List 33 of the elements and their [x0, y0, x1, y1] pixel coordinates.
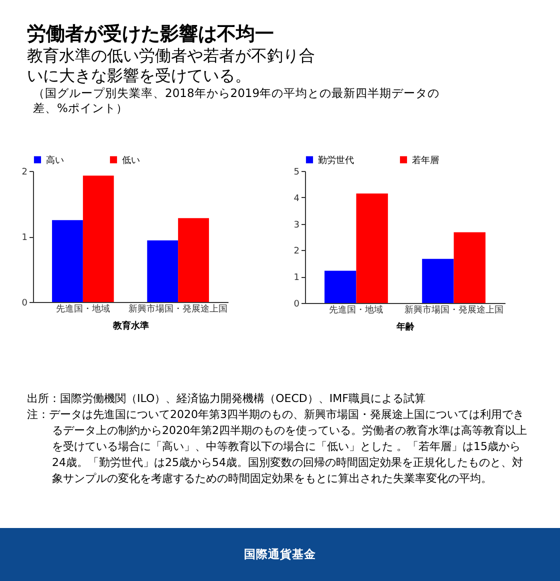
chart-subtitle: 教育水準の低い労働者や若者が不釣り合いに大きな影響を受けている。 [27, 46, 316, 86]
y-tick-label: 0 [22, 298, 28, 308]
x-tick-label: 先進国・地域 [329, 304, 384, 316]
text: 国際通貨基金 [0, 528, 560, 581]
x-tick-label: 先進国・地域 [56, 304, 110, 314]
text: （国グループ別失業率、2018年から2019年の平均との最新四半期データの差、%ポイント） [33, 86, 441, 116]
y-tick-label: 1 [294, 273, 300, 284]
bar [178, 218, 209, 302]
y-tick-label: 2 [294, 246, 300, 257]
text: 出所：国際労働機関（ILO）、経済協力開発機構（OECD）、IMF職員による試算 [27, 391, 426, 407]
x-tick-label: 新興市場国・発展途上国 [128, 304, 228, 314]
legend-label: 若年層 [412, 154, 439, 166]
bar [82, 176, 114, 302]
chart-title: 労働者が受けた影響は不均一 [27, 22, 275, 46]
bar [454, 232, 486, 303]
y-tick-label: 2 [22, 168, 28, 178]
y-tick-label: 4 [294, 194, 300, 204]
x-axis-title: 年齢 [396, 322, 416, 332]
bar [356, 193, 388, 303]
bar [324, 270, 356, 303]
bar [52, 220, 83, 302]
legend-label: 勤労世代 [318, 154, 354, 166]
y-tick-label: 0 [294, 300, 300, 310]
text: 注：データは先進国について2020年第3四半期のもの、新興市場国・発展途上国については利用できるデータ上の制約から2020年第2四半期のものを使っている。労働者の教育水準は高等教育以上を受けている場合に「高い」、中等教育以下の場合に「低い」とした 。「若年層」は15歳から24歳。「勤労世代」は25歳から54歳。国別変数の回帰の時間固定効果を正規化したものと、対象サンプルの変化を考慮するための時間固定効果をもとに算出された失業率変化の平均。 [27, 407, 528, 487]
legend-label: 低い [122, 154, 140, 166]
legend-label: 高い [46, 154, 64, 166]
bar [422, 258, 454, 303]
bar [147, 240, 178, 302]
y-tick-label: 5 [294, 168, 300, 178]
x-tick-label: 新興市場国・発展途上国 [404, 304, 504, 316]
x-axis-title: 教育水準 [112, 320, 149, 332]
y-tick-label: 1 [22, 233, 28, 243]
y-tick-label: 3 [294, 220, 300, 230]
